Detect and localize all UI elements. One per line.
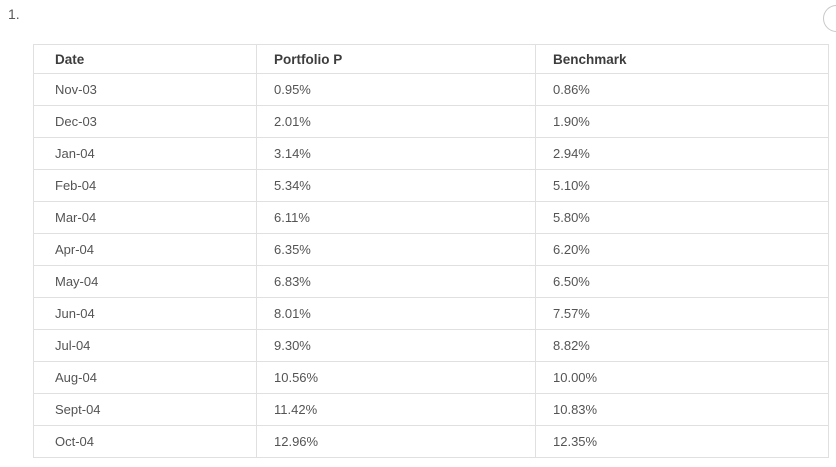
benchmark-cell: 10.00% bbox=[535, 361, 829, 394]
portfolio-cell: 5.34% bbox=[256, 169, 536, 202]
benchmark-cell: 1.90% bbox=[535, 105, 829, 138]
date-cell: Mar-04 bbox=[33, 201, 257, 234]
date-cell: Jul-04 bbox=[33, 329, 257, 362]
date-cell: Jun-04 bbox=[33, 297, 257, 330]
benchmark-cell: 10.83% bbox=[535, 393, 829, 426]
date-cell: May-04 bbox=[33, 265, 257, 298]
benchmark-cell: 7.57% bbox=[535, 297, 829, 330]
date-cell: Sept-04 bbox=[33, 393, 257, 426]
portfolio-cell: 3.14% bbox=[256, 137, 536, 170]
table-row: Nov-03 0.95% 0.86% bbox=[33, 73, 829, 106]
circle-button-partial[interactable] bbox=[823, 5, 836, 32]
benchmark-cell: 5.10% bbox=[535, 169, 829, 202]
portfolio-cell: 6.35% bbox=[256, 233, 536, 266]
table-row: Jul-04 9.30% 8.82% bbox=[33, 329, 829, 362]
column-header-benchmark: Benchmark bbox=[535, 44, 829, 74]
date-cell: Jan-04 bbox=[33, 137, 257, 170]
portfolio-cell: 8.01% bbox=[256, 297, 536, 330]
table-row: Sept-04 11.42% 10.83% bbox=[33, 393, 829, 426]
benchmark-cell: 6.20% bbox=[535, 233, 829, 266]
portfolio-cell: 9.30% bbox=[256, 329, 536, 362]
table-row: Feb-04 5.34% 5.10% bbox=[33, 169, 829, 202]
table-row: Jan-04 3.14% 2.94% bbox=[33, 137, 829, 170]
benchmark-cell: 2.94% bbox=[535, 137, 829, 170]
benchmark-cell: 0.86% bbox=[535, 73, 829, 106]
date-cell: Apr-04 bbox=[33, 233, 257, 266]
date-cell: Oct-04 bbox=[33, 425, 257, 458]
date-cell: Feb-04 bbox=[33, 169, 257, 202]
table-row: May-04 6.83% 6.50% bbox=[33, 265, 829, 298]
date-cell: Dec-03 bbox=[33, 105, 257, 138]
portfolio-cell: 6.11% bbox=[256, 201, 536, 234]
table-row: Oct-04 12.96% 12.35% bbox=[33, 425, 829, 458]
date-cell: Aug-04 bbox=[33, 361, 257, 394]
portfolio-cell: 0.95% bbox=[256, 73, 536, 106]
column-header-date: Date bbox=[33, 44, 257, 74]
header-row: Date Portfolio P Benchmark bbox=[33, 44, 829, 74]
portfolio-cell: 2.01% bbox=[256, 105, 536, 138]
question-number: 1. bbox=[8, 6, 20, 22]
portfolio-cell: 10.56% bbox=[256, 361, 536, 394]
date-cell: Nov-03 bbox=[33, 73, 257, 106]
table-row: Aug-04 10.56% 10.00% bbox=[33, 361, 829, 394]
column-header-portfolio-p: Portfolio P bbox=[256, 44, 536, 74]
benchmark-cell: 5.80% bbox=[535, 201, 829, 234]
table-row: Mar-04 6.11% 5.80% bbox=[33, 201, 829, 234]
portfolio-cell: 6.83% bbox=[256, 265, 536, 298]
table-row: Dec-03 2.01% 1.90% bbox=[33, 105, 829, 138]
table-body: Nov-03 0.95% 0.86% Dec-03 2.01% 1.90% Ja… bbox=[33, 73, 829, 458]
benchmark-cell: 6.50% bbox=[535, 265, 829, 298]
returns-table: Date Portfolio P Benchmark Nov-03 0.95% … bbox=[33, 44, 829, 458]
table-header: Date Portfolio P Benchmark bbox=[33, 44, 829, 74]
table-row: Jun-04 8.01% 7.57% bbox=[33, 297, 829, 330]
table-row: Apr-04 6.35% 6.20% bbox=[33, 233, 829, 266]
benchmark-cell: 12.35% bbox=[535, 425, 829, 458]
portfolio-cell: 12.96% bbox=[256, 425, 536, 458]
benchmark-cell: 8.82% bbox=[535, 329, 829, 362]
portfolio-cell: 11.42% bbox=[256, 393, 536, 426]
